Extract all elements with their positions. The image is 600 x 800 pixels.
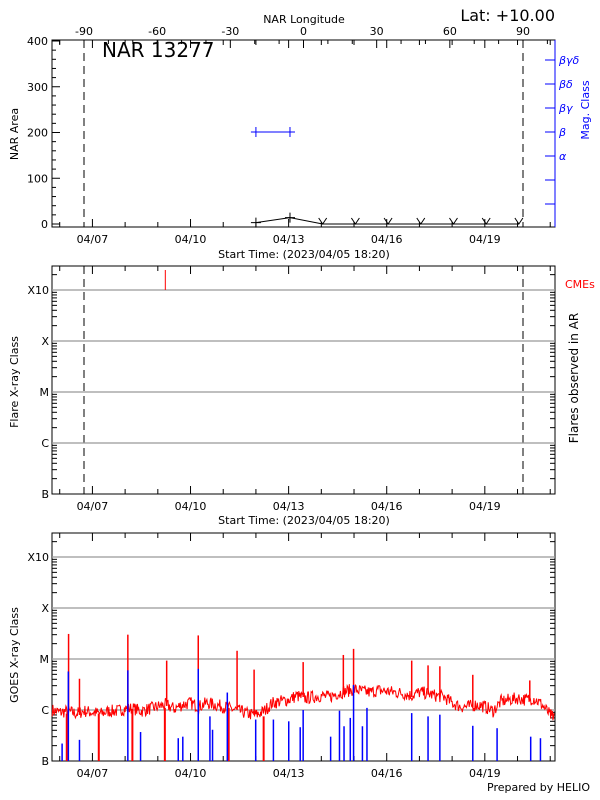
longitude-tick-label: 0 bbox=[300, 25, 307, 38]
mag-class-tick-label: βδ bbox=[558, 78, 573, 91]
y-tick-label: B bbox=[41, 755, 49, 768]
y-tick-label: C bbox=[41, 437, 49, 450]
area-axis-title: NAR Area bbox=[8, 108, 21, 160]
longitude-axis-title: NAR Longitude bbox=[263, 13, 345, 26]
area-x-axis-title: Start Time: (2023/04/05 18:20) bbox=[218, 248, 390, 261]
area-point bbox=[250, 217, 261, 228]
area-point bbox=[416, 217, 426, 225]
y-tick-label: 200 bbox=[27, 127, 48, 140]
x-tick-label: 04/07 bbox=[77, 233, 109, 246]
y-tick-label: 100 bbox=[27, 172, 48, 185]
y-tick-label: 400 bbox=[27, 35, 48, 48]
mag-class-point bbox=[250, 127, 261, 137]
x-tick-label: 04/16 bbox=[371, 767, 403, 780]
area-point bbox=[383, 217, 393, 225]
flare-x-axis-title: Start Time: (2023/04/05 18:20) bbox=[218, 514, 390, 527]
x-tick-label: 04/16 bbox=[371, 500, 403, 513]
mag-class-tick-label: β bbox=[558, 126, 566, 139]
goes-axis-title: GOES X-ray Class bbox=[8, 607, 21, 703]
mag-class-tick-label: βγδ bbox=[558, 54, 580, 67]
y-tick-label: M bbox=[40, 386, 50, 399]
x-tick-label: 04/19 bbox=[469, 767, 501, 780]
area-point bbox=[481, 217, 491, 225]
x-tick-label: 04/10 bbox=[175, 500, 207, 513]
x-tick-label: 04/19 bbox=[469, 233, 501, 246]
longitude-tick-label: 60 bbox=[443, 25, 457, 38]
y-tick-label: X10 bbox=[27, 284, 49, 297]
flare-axis-title: Flare X-ray Class bbox=[8, 336, 21, 428]
area-point bbox=[350, 217, 360, 225]
x-tick-label: 04/13 bbox=[273, 500, 305, 513]
area-point bbox=[449, 217, 458, 225]
y-tick-label: X10 bbox=[27, 551, 49, 564]
flares-observed-axis-title: Flares observed in AR bbox=[567, 313, 581, 443]
x-tick-label: 04/10 bbox=[175, 767, 207, 780]
latitude-label: Lat: +10.00 bbox=[460, 6, 555, 25]
area-point bbox=[514, 217, 524, 225]
y-tick-label: X bbox=[41, 335, 49, 348]
y-tick-label: M bbox=[40, 653, 50, 666]
footer-credit: Prepared by HELIO bbox=[487, 781, 590, 794]
y-tick-label: 300 bbox=[27, 81, 48, 94]
longitude-tick-label: -60 bbox=[148, 25, 166, 38]
area-point bbox=[318, 217, 328, 225]
mag-class-axis-title: Mag. Class bbox=[579, 80, 592, 139]
x-tick-label: 04/16 bbox=[371, 233, 403, 246]
y-tick-label: B bbox=[41, 488, 49, 501]
longitude-tick-label: 90 bbox=[516, 25, 530, 38]
goes-long-channel-line bbox=[51, 683, 555, 721]
x-tick-label: 04/13 bbox=[273, 767, 305, 780]
longitude-tick-label: -90 bbox=[75, 25, 93, 38]
longitude-tick-label: 30 bbox=[370, 25, 384, 38]
plot-frame bbox=[51, 265, 556, 495]
area-point bbox=[284, 212, 295, 223]
y-tick-label: 0 bbox=[41, 218, 48, 231]
x-tick-label: 04/19 bbox=[469, 500, 501, 513]
y-tick-label: X bbox=[41, 602, 49, 615]
x-tick-label: 04/07 bbox=[77, 500, 109, 513]
y-tick-label: C bbox=[41, 704, 49, 717]
mag-class-point bbox=[284, 127, 295, 137]
x-tick-label: 04/10 bbox=[175, 233, 207, 246]
x-tick-label: 04/07 bbox=[77, 767, 109, 780]
mag-class-tick-label: α bbox=[559, 150, 567, 163]
x-tick-label: 04/13 bbox=[273, 233, 305, 246]
mag-class-tick-label: βγ bbox=[558, 102, 573, 115]
longitude-tick-label: -30 bbox=[221, 25, 239, 38]
cme-label: CMEs bbox=[565, 278, 595, 291]
